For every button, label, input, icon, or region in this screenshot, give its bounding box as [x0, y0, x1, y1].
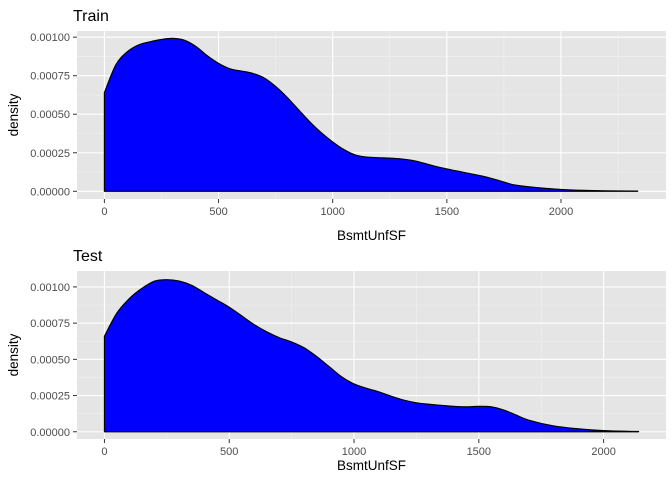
x-tick-label: 1000	[342, 446, 366, 458]
chart-title: Test	[73, 248, 103, 265]
y-tick-label: 0.00050	[30, 109, 70, 121]
x-tick-label: 0	[101, 446, 107, 458]
y-axis-title: density	[6, 93, 21, 136]
x-tick-label: 0	[101, 206, 107, 218]
x-axis-title: BsmtUnfSF	[337, 458, 406, 473]
y-tick-label: 0.00050	[30, 354, 70, 366]
chart-panel-2: 0 500 1000 1500 2000 0.00000 0.00025 0.00050 0.0…	[6, 248, 666, 473]
x-tick-label: 2000	[591, 446, 615, 458]
y-tick-label: 0.00100	[30, 282, 70, 294]
density-area	[103, 279, 640, 433]
x-tick-label: 2000	[549, 206, 573, 218]
x-tick-label: 1500	[467, 446, 491, 458]
chart-panel-1: 0 500 1000 1500 2000 0.00000 0.00025 0.00050 0.0…	[6, 8, 666, 243]
y-tick-label: 0.00025	[30, 148, 70, 160]
y-tick-label: 0.00100	[30, 32, 70, 44]
y-tick-label: 0.00075	[30, 318, 70, 330]
density-area	[103, 37, 639, 192]
x-tick-label: 500	[220, 446, 238, 458]
chart-title: Train	[73, 8, 109, 25]
y-tick-label: 0.00000	[30, 186, 70, 198]
x-tick-label: 1500	[435, 206, 459, 218]
y-axis-title: density	[6, 333, 21, 376]
x-tick-label: 1000	[320, 206, 344, 218]
x-axis-title: BsmtUnfSF	[337, 228, 406, 243]
y-tick-label: 0.00000	[30, 427, 70, 439]
y-tick-label: 0.00025	[30, 391, 70, 403]
x-tick-label: 500	[209, 206, 227, 218]
y-tick-label: 0.00075	[30, 71, 70, 83]
